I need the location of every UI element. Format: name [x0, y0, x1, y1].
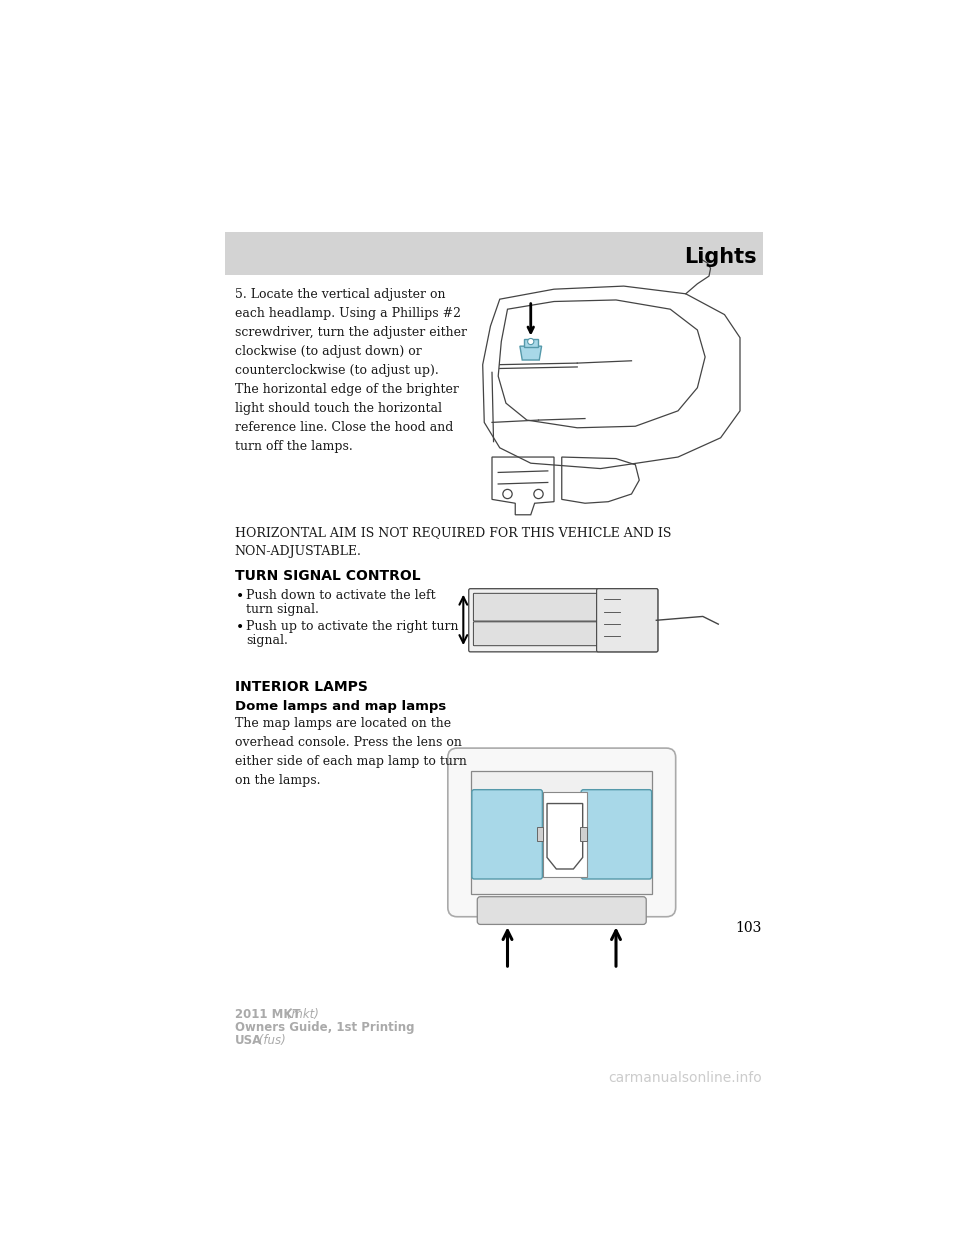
Text: Lights: Lights [684, 247, 757, 267]
FancyBboxPatch shape [477, 897, 646, 924]
Bar [543, 792, 587, 877]
FancyBboxPatch shape [473, 622, 599, 646]
Text: 2011 MKT: 2011 MKT [234, 1007, 300, 1021]
Bar [471, 771, 653, 894]
Text: signal.: signal. [247, 635, 288, 647]
Bar [537, 827, 543, 841]
FancyBboxPatch shape [468, 589, 658, 652]
Polygon shape [520, 347, 541, 360]
Text: The map lamps are located on the
overhead console. Press the lens on
either side: The map lamps are located on the overhea… [234, 718, 467, 787]
Text: HORIZONTAL AIM IS NOT REQUIRED FOR THIS VEHICLE AND IS
NON-ADJUSTABLE.: HORIZONTAL AIM IS NOT REQUIRED FOR THIS … [234, 527, 671, 558]
Text: •: • [236, 620, 245, 635]
FancyBboxPatch shape [472, 790, 542, 879]
Bar [581, 827, 587, 841]
Text: Dome lamps and map lamps: Dome lamps and map lamps [234, 700, 446, 713]
Text: Push down to activate the left: Push down to activate the left [247, 590, 436, 602]
FancyBboxPatch shape [596, 589, 658, 652]
FancyBboxPatch shape [581, 790, 652, 879]
FancyBboxPatch shape [447, 748, 676, 917]
Text: (mkt): (mkt) [283, 1007, 319, 1021]
Bar [524, 339, 538, 347]
Text: turn signal.: turn signal. [247, 604, 319, 616]
Text: 5. Locate the vertical adjuster on
each headlamp. Using a Phillips #2
screwdrive: 5. Locate the vertical adjuster on each … [234, 288, 467, 452]
Bar [225, 232, 763, 274]
Text: 103: 103 [735, 920, 761, 934]
Text: Owners Guide, 1st Printing: Owners Guide, 1st Printing [234, 1021, 414, 1033]
Text: carmanualsonline.info: carmanualsonline.info [608, 1071, 761, 1084]
Text: USA: USA [234, 1033, 262, 1047]
FancyBboxPatch shape [473, 594, 599, 621]
Text: Push up to activate the right turn: Push up to activate the right turn [247, 620, 459, 633]
Text: (fus): (fus) [254, 1033, 286, 1047]
Text: •: • [236, 590, 245, 604]
Circle shape [528, 339, 534, 344]
Text: TURN SIGNAL CONTROL: TURN SIGNAL CONTROL [234, 569, 420, 582]
Text: INTERIOR LAMPS: INTERIOR LAMPS [234, 681, 368, 694]
